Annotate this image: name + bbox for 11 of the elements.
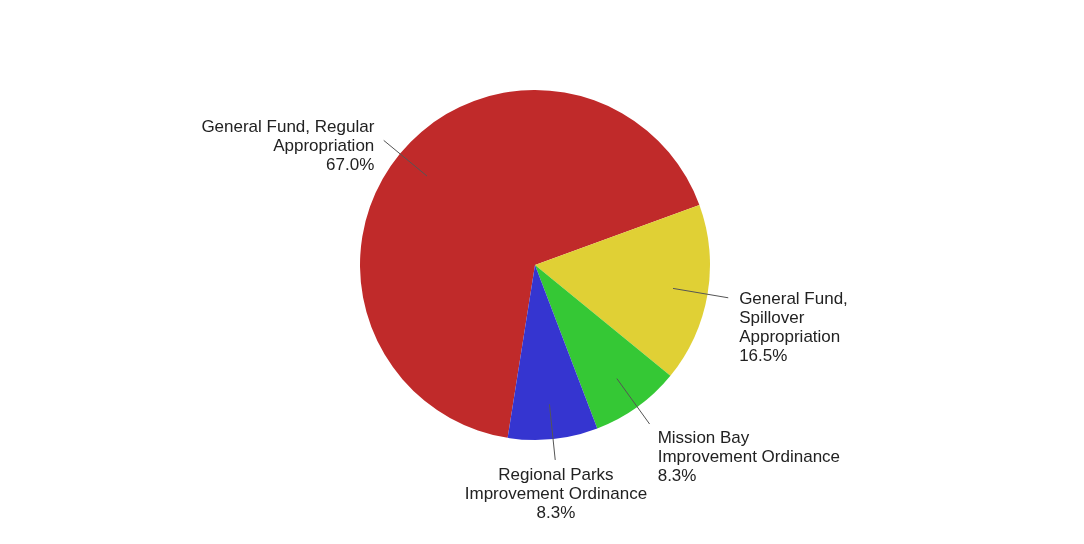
data-label: 8.3% <box>536 502 576 522</box>
slice-label: General Fund, Regular Appropriation <box>201 116 375 155</box>
data-label: 16.5% <box>739 345 788 365</box>
data-label: 8.3% <box>657 465 697 485</box>
slice-label: Mission Bay Improvement Ordinance <box>657 427 841 466</box>
pie-slice <box>535 265 671 429</box>
data-label: 67.0% <box>326 154 375 174</box>
slice-label: Regional Parks Improvement Ordinance <box>464 464 648 503</box>
pie-slice <box>535 205 710 376</box>
slice-label: General Fund, Spillover Appropriation <box>739 288 848 346</box>
pie-slice <box>507 265 598 440</box>
